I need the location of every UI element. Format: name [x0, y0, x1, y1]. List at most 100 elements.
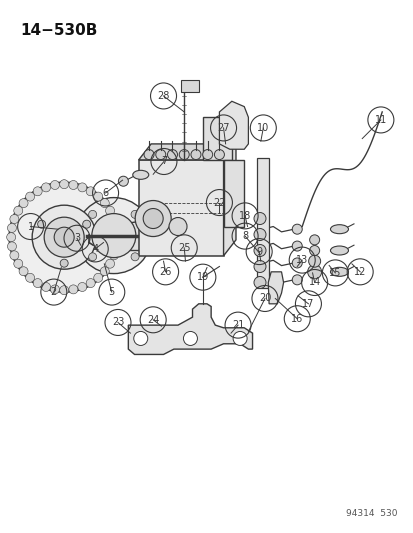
Polygon shape [138, 144, 235, 160]
Circle shape [169, 217, 187, 236]
Circle shape [105, 259, 114, 268]
Circle shape [292, 258, 301, 268]
Circle shape [292, 224, 301, 234]
Text: 5: 5 [108, 287, 115, 297]
Circle shape [100, 266, 109, 276]
Circle shape [118, 176, 128, 186]
Text: 23: 23 [112, 318, 124, 327]
Polygon shape [223, 160, 244, 227]
Circle shape [167, 150, 177, 159]
Circle shape [155, 150, 165, 159]
Circle shape [112, 223, 121, 232]
Circle shape [233, 332, 247, 345]
Circle shape [254, 229, 265, 240]
Circle shape [202, 150, 212, 159]
Circle shape [105, 206, 114, 215]
Text: 16: 16 [290, 314, 303, 324]
Text: 24: 24 [147, 315, 159, 325]
Bar [256, 158, 268, 288]
Circle shape [131, 253, 139, 261]
Circle shape [109, 251, 118, 260]
Ellipse shape [330, 268, 348, 276]
Circle shape [307, 265, 321, 279]
Circle shape [7, 233, 16, 241]
Text: 18: 18 [238, 211, 251, 221]
Polygon shape [125, 221, 155, 251]
Circle shape [10, 215, 19, 223]
Text: 1: 1 [28, 222, 33, 231]
Circle shape [254, 245, 265, 256]
Circle shape [59, 180, 69, 189]
Circle shape [54, 227, 74, 247]
Ellipse shape [133, 171, 148, 179]
Circle shape [100, 199, 109, 208]
Circle shape [9, 182, 119, 292]
Polygon shape [138, 160, 223, 256]
Circle shape [69, 285, 78, 294]
Circle shape [88, 211, 96, 219]
Circle shape [92, 214, 135, 257]
Text: 9: 9 [256, 247, 261, 256]
Polygon shape [128, 304, 252, 354]
Circle shape [38, 220, 45, 228]
Circle shape [292, 241, 301, 251]
Circle shape [50, 181, 59, 190]
Text: 2: 2 [50, 287, 57, 297]
Text: 8: 8 [242, 231, 247, 241]
Circle shape [78, 282, 87, 292]
Circle shape [112, 242, 121, 251]
Circle shape [44, 217, 84, 257]
Text: 17: 17 [301, 299, 314, 309]
Circle shape [7, 223, 17, 232]
Circle shape [32, 205, 96, 269]
Circle shape [86, 279, 95, 288]
Circle shape [78, 183, 87, 192]
Circle shape [133, 332, 147, 345]
Circle shape [190, 150, 200, 159]
Circle shape [50, 285, 59, 294]
Circle shape [309, 235, 319, 245]
Text: 14−530B: 14−530B [20, 23, 97, 38]
Polygon shape [219, 101, 248, 149]
Circle shape [60, 259, 68, 267]
Text: 7: 7 [160, 157, 167, 166]
Ellipse shape [330, 225, 348, 233]
Circle shape [83, 220, 90, 228]
Circle shape [10, 251, 19, 260]
Text: 10: 10 [256, 123, 269, 133]
Circle shape [19, 266, 28, 276]
Circle shape [308, 255, 320, 267]
Circle shape [7, 242, 17, 251]
Circle shape [14, 206, 23, 215]
Circle shape [93, 192, 102, 201]
Circle shape [183, 332, 197, 345]
Text: 4: 4 [92, 244, 98, 254]
Text: 28: 28 [157, 91, 169, 101]
Text: 3: 3 [74, 233, 80, 243]
Text: 21: 21 [231, 320, 244, 330]
Text: 20: 20 [258, 294, 271, 303]
Circle shape [14, 259, 23, 268]
Circle shape [143, 208, 163, 229]
Circle shape [179, 150, 189, 159]
Ellipse shape [330, 246, 348, 255]
Circle shape [254, 261, 265, 272]
Circle shape [131, 211, 139, 219]
Text: 25: 25 [178, 243, 190, 253]
Polygon shape [223, 144, 235, 256]
Text: 22: 22 [213, 198, 225, 207]
Text: 6: 6 [102, 188, 108, 198]
Text: 15: 15 [328, 268, 341, 278]
Text: 12: 12 [353, 267, 366, 277]
Circle shape [86, 187, 95, 196]
Circle shape [33, 279, 42, 288]
Circle shape [254, 277, 265, 288]
Text: 19: 19 [196, 272, 209, 282]
Circle shape [93, 273, 102, 282]
Polygon shape [268, 272, 283, 304]
Circle shape [135, 200, 171, 237]
Text: 27: 27 [217, 123, 229, 133]
Circle shape [41, 282, 50, 292]
Circle shape [59, 286, 69, 295]
Circle shape [109, 215, 118, 223]
